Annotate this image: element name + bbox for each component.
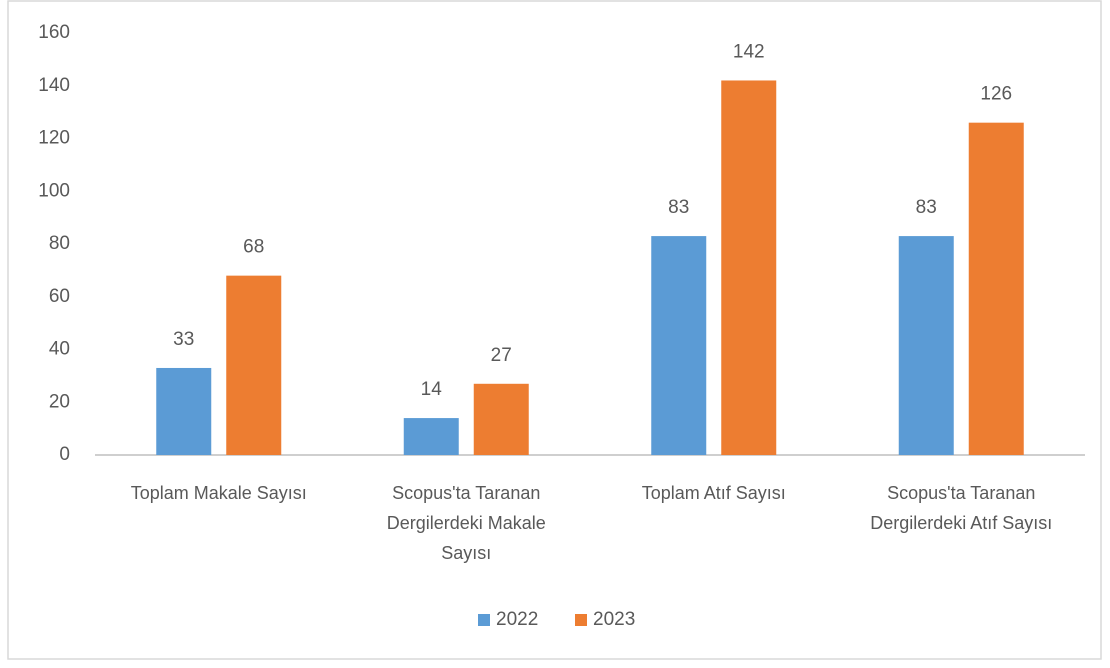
data-label: 83	[916, 197, 937, 218]
data-label: 142	[733, 41, 765, 62]
y-tick-label: 160	[38, 22, 70, 43]
legend-label: 2022	[496, 609, 538, 630]
data-label: 68	[243, 237, 264, 258]
legend-swatch	[478, 614, 490, 626]
bar	[968, 122, 1024, 456]
y-tick-label: 40	[49, 339, 70, 360]
bar	[651, 236, 707, 455]
data-label: 27	[491, 345, 512, 366]
bar	[403, 418, 459, 455]
y-tick-label: 0	[59, 444, 70, 465]
data-label: 14	[421, 379, 443, 400]
x-tick-label: Scopus'ta Taranan Dergilerdeki Makale Sa…	[386, 483, 546, 563]
data-label: 126	[980, 84, 1012, 105]
bar	[721, 80, 777, 455]
legend-label: 2023	[593, 609, 635, 630]
y-tick-label: 140	[38, 75, 70, 96]
y-tick-label: 20	[49, 391, 70, 412]
bar	[898, 236, 954, 455]
data-label: 83	[668, 197, 689, 218]
x-tick-label: Scopus'ta Taranan Dergilerdeki Atıf Sayı…	[870, 483, 1053, 533]
legend-swatch	[575, 614, 587, 626]
x-tick-label: Toplam Makale Sayısı	[130, 483, 307, 503]
y-tick-label: 120	[38, 128, 70, 149]
x-tick-label: Toplam Atıf Sayısı	[641, 483, 786, 503]
bar	[226, 275, 282, 455]
y-tick-label: 100	[38, 180, 70, 201]
y-tick-label: 60	[49, 286, 70, 307]
bar	[473, 383, 529, 455]
bar	[156, 367, 212, 455]
y-tick-label: 80	[49, 233, 70, 254]
data-label: 33	[173, 329, 194, 350]
